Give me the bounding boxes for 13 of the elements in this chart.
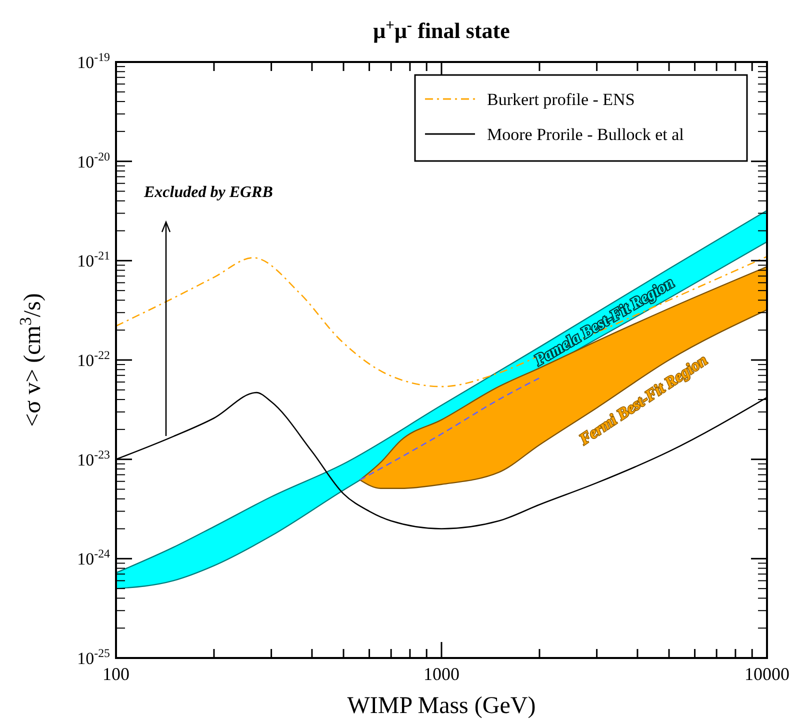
chart-title: μ$^{+}$μ$^{-}$ final state — [373, 16, 510, 43]
x-axis-title: WIMP Mass (GeV) — [347, 693, 536, 719]
y-tick-label: 10$^{-19}$ — [77, 50, 110, 72]
annotation: Excluded by EGRB — [143, 184, 274, 201]
legend-label: Moore Prorile - Bullock et al — [487, 125, 684, 144]
x-tick-label: 10000 — [744, 664, 790, 684]
y-tick-label: 10$^{-21}$ — [77, 248, 110, 271]
y-tick-label: 10$^{-23}$ — [77, 447, 110, 470]
legend-label: Burkert profile - ENS — [487, 90, 635, 109]
y-tick-label: 10$^{-20}$ — [77, 149, 110, 172]
x-tick-label: 1000 — [424, 664, 460, 684]
y-tick-label: 10$^{-24}$ — [77, 546, 110, 569]
y-tick-label: 10$^{-22}$ — [77, 348, 110, 370]
